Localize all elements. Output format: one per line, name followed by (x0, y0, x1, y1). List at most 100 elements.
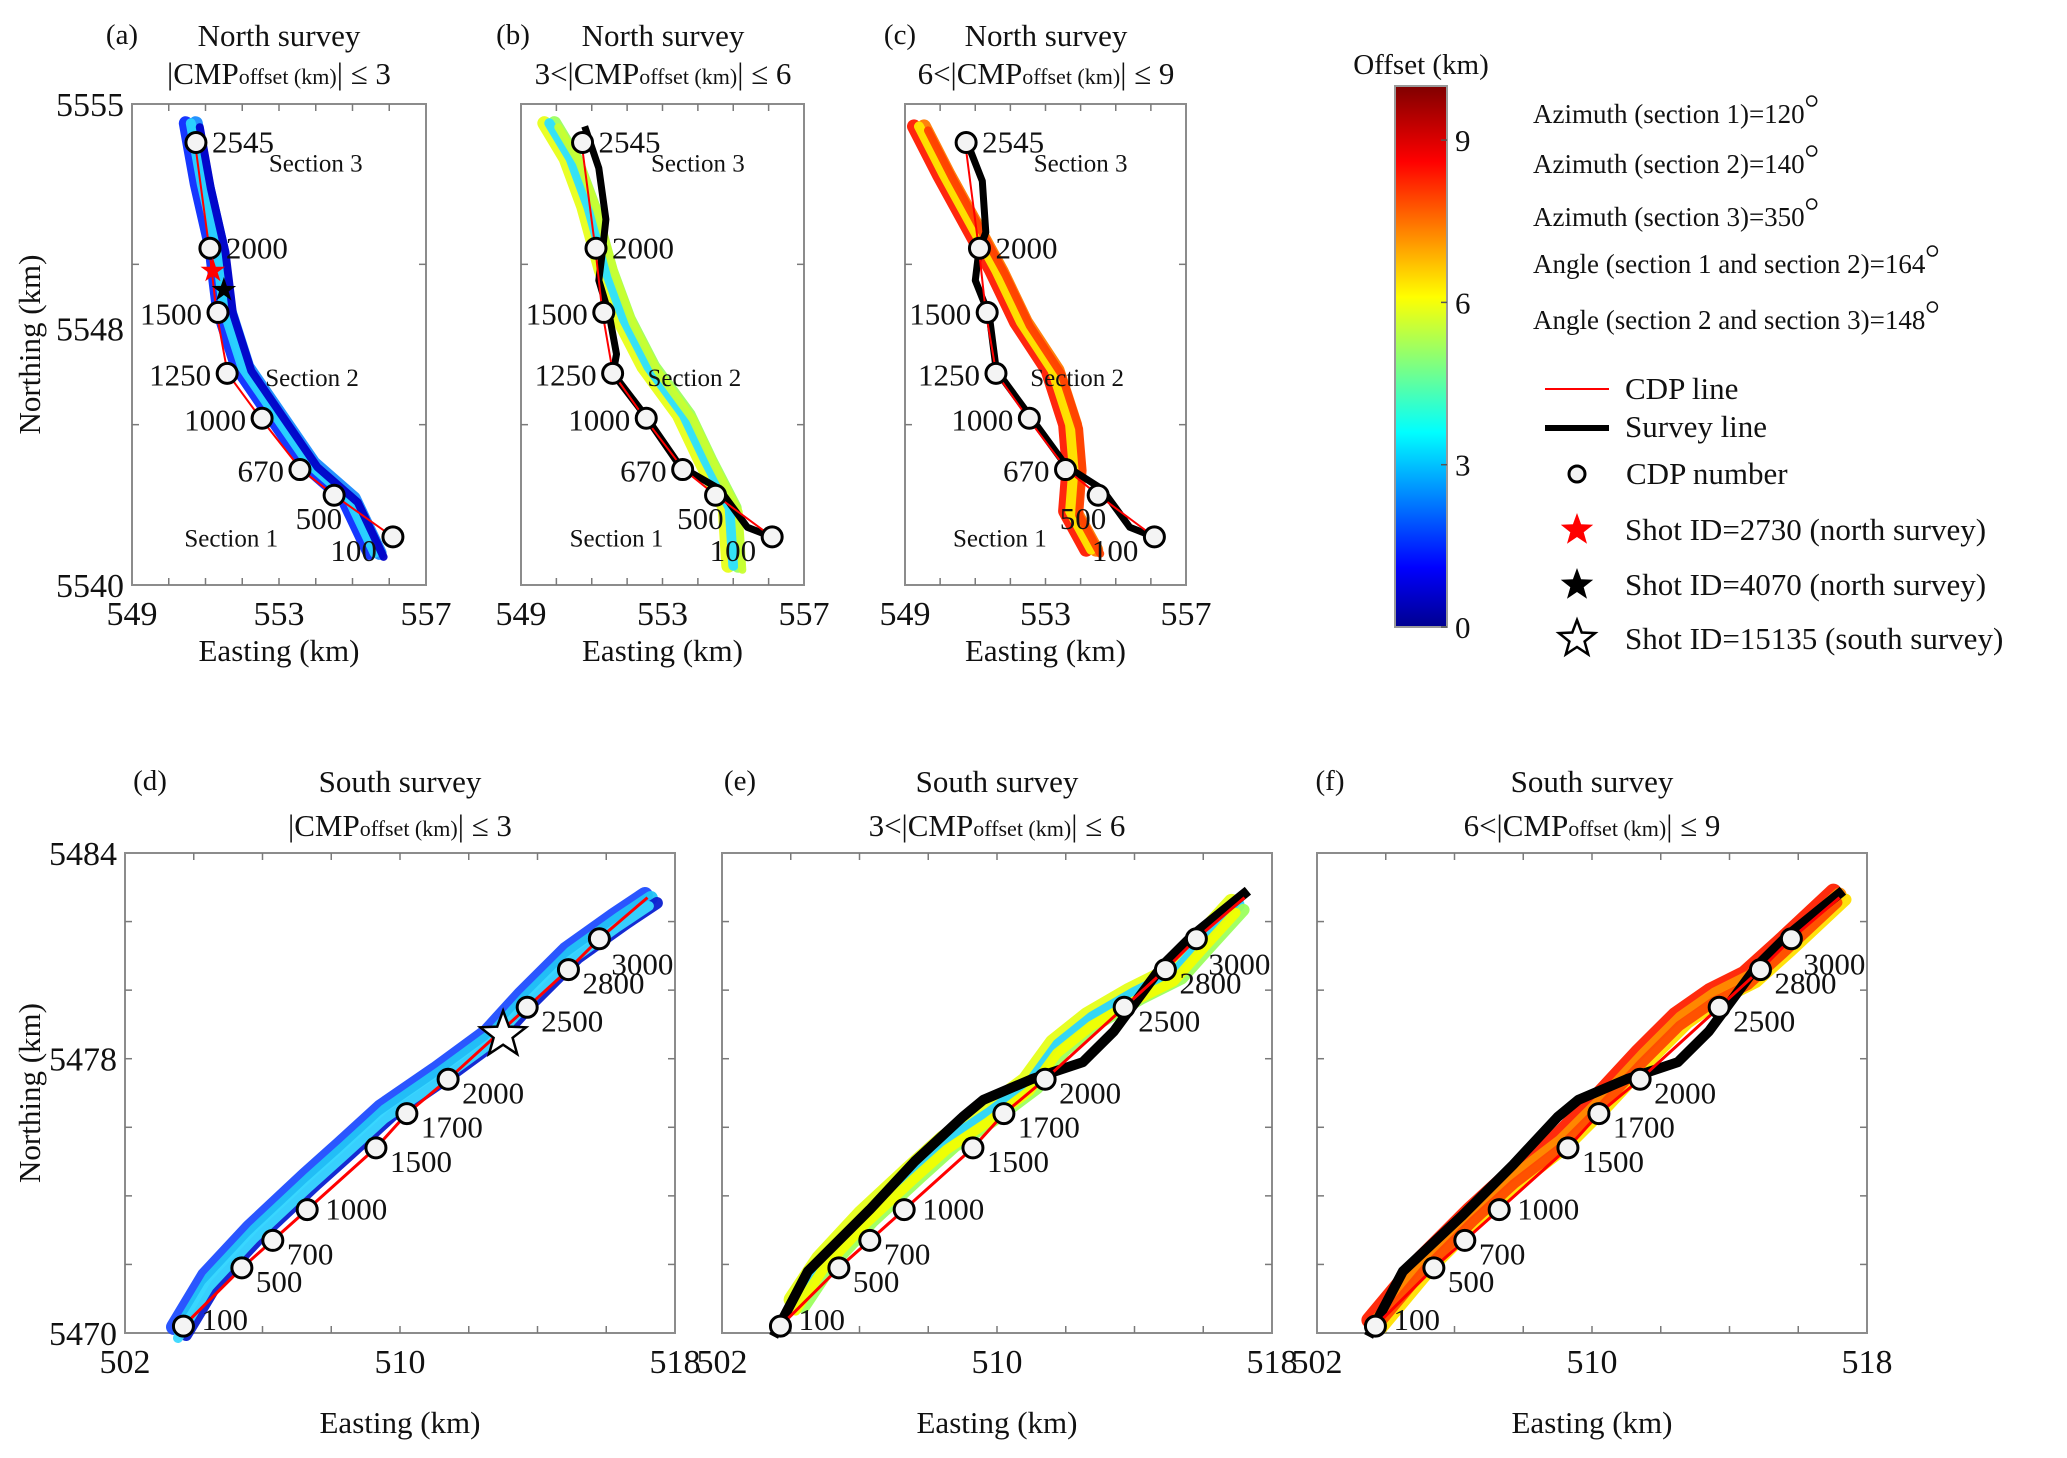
cdp-point (184, 130, 208, 154)
tick-marks (521, 104, 804, 585)
cdp-label: 1000 (922, 1192, 984, 1227)
cdp-label: 1500 (390, 1144, 452, 1179)
section-label: Section 1 (953, 526, 1047, 553)
x-axis-label: Easting (km) (1512, 1405, 1673, 1440)
cdp-label: 2800 (1774, 966, 1836, 1001)
cdp-label: 670 (1003, 454, 1050, 489)
open-star-icon (476, 1007, 530, 1058)
cdp-label: 500 (256, 1264, 303, 1299)
panel-letter: (f) (1316, 765, 1345, 797)
colorbar-gradient (1394, 85, 1448, 628)
x-tick-label: 557 (1161, 596, 1212, 633)
cdp-point (436, 1067, 460, 1091)
section-label: Section 2 (265, 365, 359, 392)
x-tick-label: 557 (401, 596, 452, 633)
cdp-label: 2500 (1138, 1003, 1200, 1038)
cdp-label: 2545 (212, 124, 274, 159)
cdp-point (671, 458, 695, 482)
legend-open-circle-icon (1567, 464, 1587, 484)
panel-subtitle: 3<|CMPoffset (km)| ≤ 6 (869, 808, 1126, 843)
legend-cdp-number-label: CDP number (1626, 456, 1788, 491)
x-tick-label: 502 (1292, 1344, 1343, 1381)
cdp-label: 700 (287, 1236, 334, 1271)
cdp-point (1017, 406, 1041, 430)
cdp-label: 1250 (918, 357, 980, 392)
y-tick-label: 5555 (56, 87, 124, 124)
cdp-point (601, 361, 625, 385)
legend: CDP line Survey line CDP number Shot ID=… (1545, 371, 2003, 658)
degree-symbol (1926, 301, 1939, 313)
cdp-point (1153, 958, 1177, 982)
cdp-label: 1500 (909, 296, 971, 331)
x-tick-label: 549 (880, 596, 931, 633)
cdp-point (1487, 1198, 1511, 1222)
x-tick-label: 510 (1567, 1344, 1618, 1381)
y-tick-label: 5478 (49, 1042, 117, 1079)
x-tick-label: 549 (496, 596, 547, 633)
cdp-point (592, 300, 616, 324)
cdp-point (556, 958, 580, 982)
cdp-point (381, 525, 405, 549)
cdp-label: 100 (201, 1302, 248, 1337)
section-label: Section 3 (1034, 150, 1128, 177)
cdp-label: 100 (798, 1302, 845, 1337)
section-label: Section 2 (647, 365, 741, 392)
degree-symbol (1926, 245, 1939, 257)
x-tick-label: 557 (779, 596, 830, 633)
cdp-point (295, 1198, 319, 1222)
cdp-label: 2545 (599, 124, 661, 159)
tick-marks (722, 853, 1272, 1333)
cdp-label: 2500 (1733, 1003, 1795, 1038)
cdp-label: 1000 (568, 402, 630, 437)
x-tick-label: 553 (637, 596, 688, 633)
x-tick-label: 510 (972, 1344, 1023, 1381)
cdp-point (760, 525, 784, 549)
panel-title: South survey (916, 764, 1079, 799)
x-tick-label: 502 (100, 1344, 151, 1381)
cdp-point (892, 1198, 916, 1222)
cdp-point (961, 1136, 985, 1160)
cdp-point (634, 406, 658, 430)
cdp-label: 670 (237, 454, 284, 489)
legend-cdp-line-label: CDP line (1625, 371, 1738, 406)
x-tick-label: 502 (697, 1344, 748, 1381)
colorbar-tick-label: 9 (1455, 123, 1471, 158)
y-tick-label: 5548 (56, 311, 124, 348)
cdp-label: 1500 (140, 296, 202, 331)
legend-red-star-icon (1560, 513, 1594, 544)
colorbar-title: Offset (km) (1353, 49, 1489, 81)
cdp-label: 500 (1060, 501, 1107, 536)
panel-letter: (c) (884, 19, 916, 51)
cdp-point (288, 458, 312, 482)
cdp-label: 100 (1393, 1302, 1440, 1337)
section-label: Section 1 (570, 526, 664, 553)
panel-title: North survey (965, 18, 1128, 53)
cdp-label: 500 (677, 501, 724, 536)
cdp-label: 2800 (582, 966, 644, 1001)
cdp-point (975, 300, 999, 324)
cdp-point (584, 236, 608, 260)
section-label: Section 3 (651, 150, 745, 177)
cdp-point (395, 1102, 419, 1126)
y-tick-label: 5540 (56, 568, 124, 605)
y-tick-label: 5484 (49, 836, 117, 873)
cdp-label: 2000 (1654, 1075, 1716, 1110)
panel-subtitle: |CMPoffset (km)| ≤ 3 (167, 56, 391, 91)
colorbar-tick-label: 0 (1455, 610, 1471, 645)
tick-marks (905, 104, 1186, 585)
panel-letter: (a) (106, 19, 138, 51)
panel-title: North survey (582, 18, 745, 53)
cdp-label: 1500 (1582, 1144, 1644, 1179)
note-line: Azimuth (section 1)=120 (1533, 99, 1805, 129)
cdp-point (198, 236, 222, 260)
y-axis-label: Northing (km) (12, 255, 47, 435)
panel-subtitle: 6<|CMPoffset (km)| ≤ 9 (918, 56, 1175, 91)
panel-subtitle: 3<|CMPoffset (km)| ≤ 6 (535, 56, 792, 91)
legend-survey-line-label: Survey line (1625, 409, 1767, 444)
x-axis-label: Easting (km) (582, 633, 743, 668)
